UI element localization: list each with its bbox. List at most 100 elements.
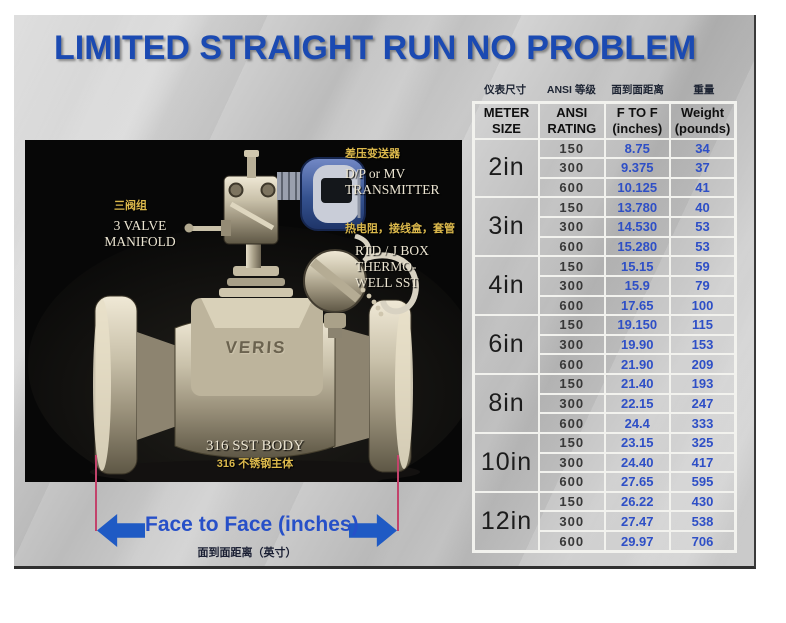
ftf-cell: 22.15 [603, 392, 671, 415]
ansi-rating-cell: 150 [538, 255, 606, 277]
ftf-cell: 9.375 [603, 157, 671, 179]
column-header: METER SIZE [472, 101, 540, 140]
table-row: 12in 150 26.22 430 [472, 490, 737, 553]
slide: LIMITED STRAIGHT RUN NO PROBLEM 仪表尺寸 ANSI… [14, 15, 756, 569]
cn-column-label: 面到面距离 [611, 84, 664, 96]
ftf-cell: 10.125 [603, 176, 671, 199]
face-to-face-label-cn: 面到面距离（英寸） [197, 547, 297, 559]
weight-cell: 333 [669, 412, 737, 434]
ansi-rating-cell: 150 [538, 373, 606, 395]
ansi-rating-cell: 300 [538, 392, 606, 415]
ansi-rating-cell: 600 [538, 235, 606, 258]
ansi-rating-cell: 150 [538, 196, 606, 218]
spec-table-body: 2in 150 8.75 34 300 9.375 37 600 10.125 41 3in 150 1… [472, 137, 737, 553]
ansi-rating-cell: 150 [538, 490, 606, 513]
ftf-cell: 24.4 [603, 412, 671, 434]
table-row: 300 27.47 538 [474, 510, 737, 532]
ansi-rating-cell: 150 [538, 431, 606, 454]
column-header: F TO F (inches) [603, 101, 671, 140]
ftf-cell: 15.15 [603, 255, 671, 277]
table-row: 300 15.9 79 [474, 274, 737, 297]
table-row: 4in 150 15.15 59 [472, 255, 737, 317]
weight-cell: 40 [669, 196, 737, 218]
weight-cell: 538 [669, 510, 737, 532]
ansi-rating-cell: 150 [538, 137, 606, 160]
ftf-cell: 27.65 [603, 471, 671, 493]
ftf-cell: 26.22 [603, 490, 671, 513]
cn-column-label: 重量 [693, 84, 715, 96]
weight-cell: 595 [669, 471, 737, 493]
column-header: Weight (pounds) [669, 101, 737, 140]
ansi-rating-cell: 600 [538, 530, 606, 553]
weight-cell: 79 [669, 274, 737, 297]
ansi-rating-cell: 300 [538, 451, 606, 474]
weight-cell: 59 [669, 255, 737, 277]
table-row: 6in 150 19.150 115 [472, 314, 737, 375]
cn-column-label: ANSI 等级 [546, 84, 596, 96]
ansi-rating-cell: 300 [538, 510, 606, 532]
table-row: 600 27.65 595 [474, 471, 737, 493]
ftf-cell: 17.65 [603, 294, 671, 317]
weight-cell: 417 [669, 451, 737, 474]
table-row: 3in 150 13.780 40 [472, 196, 737, 258]
ftf-cell: 23.15 [603, 431, 671, 454]
transmitter-label-cn: 差压变送器 [345, 148, 400, 160]
table-row: 8in 150 21.40 193 [472, 373, 737, 434]
ansi-rating-cell: 600 [538, 412, 606, 434]
table-row: 300 22.15 247 [474, 392, 737, 415]
table-row: 600 10.125 41 [474, 176, 737, 199]
weight-cell: 41 [669, 176, 737, 199]
meter-size-cell: 6in [472, 314, 540, 375]
meter-size-cell: 10in [472, 431, 540, 493]
body-label-en: 316 SST BODY [205, 438, 305, 454]
ftf-cell: 27.47 [603, 510, 671, 532]
weight-cell: 430 [669, 490, 737, 513]
spec-table: METER SIZE ANSI RATING F TO F (inches) Weig… [472, 101, 737, 553]
ansi-rating-cell: 300 [538, 157, 606, 179]
ftf-cell: 29.97 [603, 530, 671, 553]
body-label-cn: 316 不锈钢主体 [216, 458, 294, 470]
meter-size-cell: 4in [472, 255, 540, 317]
weight-cell: 209 [669, 353, 737, 375]
body-logo: VERIS [224, 338, 288, 357]
ftf-cell: 15.9 [603, 274, 671, 297]
table-cn-headers: 仪表尺寸 ANSI 等级 面到面距离 重量 [472, 82, 737, 97]
rtd-label-cn: 热电阻，接线盒，套管 [345, 223, 455, 235]
weight-cell: 53 [669, 216, 737, 238]
table-row: 10in 150 23.15 325 [472, 431, 737, 493]
ftf-cell: 21.90 [603, 353, 671, 375]
ftf-cell: 24.40 [603, 451, 671, 474]
ansi-rating-cell: 300 [538, 216, 606, 238]
column-header: ANSI RATING [538, 101, 606, 140]
ansi-rating-cell: 150 [538, 314, 606, 336]
ansi-rating-cell: 300 [538, 274, 606, 297]
table-row: 300 19.90 153 [474, 333, 737, 356]
ftf-cell: 8.75 [603, 137, 671, 160]
weight-cell: 53 [669, 235, 737, 258]
ansi-rating-cell: 600 [538, 353, 606, 375]
transmitter-label-en: D/P or MV TRANSMITTER [345, 166, 440, 198]
weight-cell: 34 [669, 137, 737, 160]
ansi-rating-cell: 300 [538, 333, 606, 356]
table-row: 600 21.90 209 [474, 353, 737, 375]
table-row: 600 29.97 706 [474, 530, 737, 553]
ftf-cell: 15.280 [603, 235, 671, 258]
meter-size-cell: 8in [472, 373, 540, 434]
ftf-cell: 19.150 [603, 314, 671, 336]
ansi-rating-cell: 600 [538, 471, 606, 493]
rtd-label-en: RTD / J BOX THERMO- WELL SST [355, 243, 429, 291]
ansi-rating-cell: 600 [538, 176, 606, 199]
table-row: 600 17.65 100 [474, 294, 737, 317]
weight-cell: 706 [669, 530, 737, 553]
ftf-cell: 21.40 [603, 373, 671, 395]
product-photo: 差压变送器 D/P or MV TRANSMITTER 三阀组 3 VALVE … [25, 140, 462, 482]
manifold-label-en: 3 VALVE MANIFOLD [104, 218, 176, 250]
weight-cell: 247 [669, 392, 737, 415]
meter-size-cell: 3in [472, 196, 540, 258]
weight-cell: 37 [669, 157, 737, 179]
weight-cell: 153 [669, 333, 737, 356]
meter-size-cell: 12in [472, 490, 540, 553]
ftf-cell: 13.780 [603, 196, 671, 218]
cn-column-label: 仪表尺寸 [484, 84, 527, 96]
arrow-left-icon [97, 514, 145, 547]
